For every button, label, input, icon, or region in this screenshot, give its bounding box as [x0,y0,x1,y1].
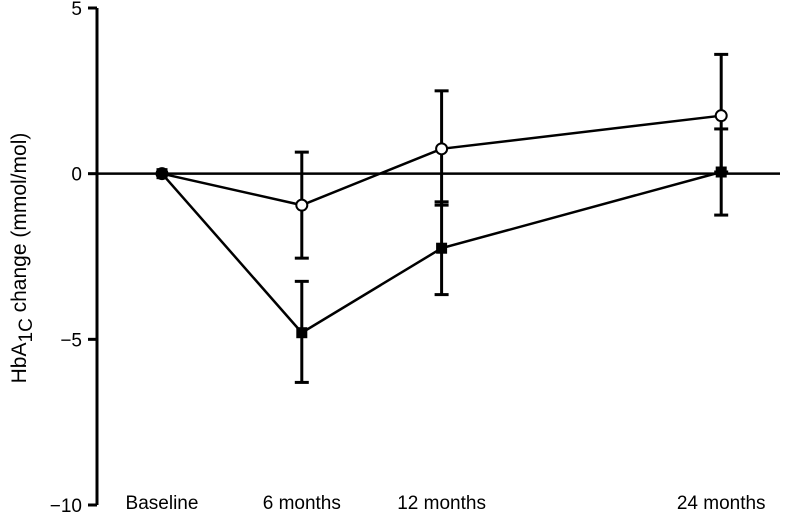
x-tick-label: Baseline [126,493,199,514]
x-tick-label: 6 months [263,493,341,514]
data-point [435,142,449,156]
data-point [156,168,168,180]
axes [88,6,780,507]
x-tick-label: 12 months [397,493,486,514]
x-tick-labels: Baseline 6 months 12 months 24 months [126,493,766,514]
y-axis-title: HbA1C change (mmol/mol) [8,133,37,384]
series-line [161,170,722,335]
series-layer [155,52,729,384]
y-axis-title-suffix: change (mmol/mol) [8,133,31,319]
y-tick-label: −10 [50,496,82,514]
y-axis-title-subscript: 1C [16,318,37,342]
y-axis-title-prefix: HbA [8,343,31,384]
data-point [714,109,728,123]
data-point [296,327,308,339]
data-point [436,242,448,254]
y-tick-labels: 5 0 −5 −10 [50,0,82,514]
x-tick-label: 24 months [677,493,766,514]
series-line [161,114,722,207]
data-point [715,166,727,178]
series-2 [156,127,729,384]
data-point [295,198,309,212]
y-tick-label: 0 [71,165,82,186]
y-tick-label: 5 [71,0,82,20]
y-tick-label: −5 [60,330,82,351]
